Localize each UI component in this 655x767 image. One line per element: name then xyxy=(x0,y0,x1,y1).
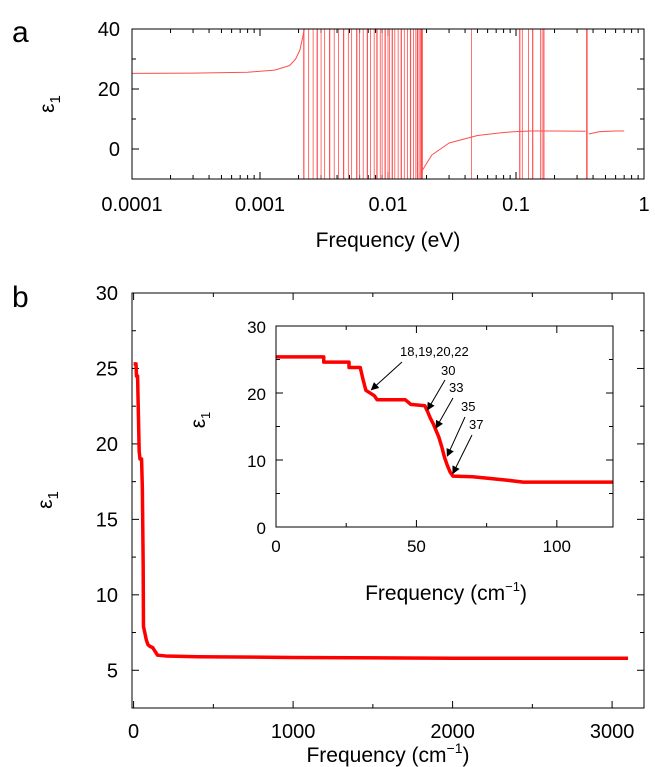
panel-a-tick-labels: 0.0001 0.001 0.01 0.1 1 0 20 40 xyxy=(98,19,650,216)
inset-annotation-label: 35 xyxy=(461,399,475,414)
panel-label-a: a xyxy=(12,16,29,49)
panel-a-curve xyxy=(420,130,586,174)
inset-annotation-arrow xyxy=(446,416,466,457)
inset-series xyxy=(276,355,613,484)
inset-annotations: 18,19,20,22 30 33 35 37 xyxy=(370,344,483,475)
x-tick-label: 0 xyxy=(128,721,139,743)
x-tick-label: 0 xyxy=(271,537,280,556)
x-tick-label: 1000 xyxy=(271,721,316,743)
y-tick-label: 0 xyxy=(257,519,266,538)
panel-b-xlabel: Frequency (cm−1) xyxy=(306,740,469,767)
panel-a-xlabel: Frequency (eV) xyxy=(316,229,461,252)
inset-annotation-arrow xyxy=(435,397,454,429)
inset-ylabel-eps: ε xyxy=(187,419,210,428)
y-tick-label: 20 xyxy=(247,385,266,404)
panel-b-ylabel: ε1 xyxy=(34,491,62,509)
y-tick-label: 40 xyxy=(98,19,120,41)
x-tick-label: 0.0001 xyxy=(101,194,162,216)
x-tick-label: 100 xyxy=(543,537,571,556)
inset-tick-labels: 0 50 100 0 10 20 30 xyxy=(247,318,571,556)
x-tick-label: 0.01 xyxy=(369,194,408,216)
inset-annotation-arrow xyxy=(427,379,446,411)
y-tick-label: 20 xyxy=(96,434,118,456)
panel-a-frame xyxy=(131,28,645,180)
inset-annotation-label: 37 xyxy=(469,417,483,432)
inset-annotation-label: 18,19,20,22 xyxy=(400,344,469,359)
x-tick-label: 50 xyxy=(407,537,426,556)
inset-ylabel-sub: 1 xyxy=(198,412,213,419)
y-tick-label: 10 xyxy=(96,585,118,607)
svg-text:ε1: ε1 xyxy=(187,412,213,429)
panel-a-series xyxy=(132,29,625,179)
panel-b-ylabel-eps: ε xyxy=(34,499,57,508)
y-tick-label: 25 xyxy=(96,358,118,380)
panel-b-ylabel-sub: 1 xyxy=(45,491,62,499)
y-tick-label: 10 xyxy=(247,452,266,471)
panel-a-curve xyxy=(132,29,305,74)
x-tick-label: 0.1 xyxy=(502,194,530,216)
x-tick-label: 2000 xyxy=(430,721,475,743)
y-tick-label: 5 xyxy=(107,660,118,682)
inset-frame xyxy=(275,325,614,528)
y-tick-label: 15 xyxy=(96,509,118,531)
inset-annotation-label: 30 xyxy=(441,363,455,378)
svg-text:ε1: ε1 xyxy=(34,491,62,509)
y-tick-label: 20 xyxy=(98,79,120,101)
inset-annotation-label: 33 xyxy=(449,380,463,395)
x-tick-label: 1 xyxy=(638,194,649,216)
panel-b-series xyxy=(133,362,629,660)
panel-a-curve xyxy=(588,130,625,135)
panel-b-frame xyxy=(131,292,645,709)
panel-a-ylabel-sub: 1 xyxy=(47,95,64,103)
panel-a-ylabel-eps: ε xyxy=(36,103,59,112)
svg-text:ε1: ε1 xyxy=(36,95,64,113)
inset-curve xyxy=(276,355,613,484)
panel-b-curve xyxy=(133,362,629,660)
inset-xlabel: Frequency (cm−1) xyxy=(365,579,527,605)
panel-label-b: b xyxy=(12,281,29,314)
inset-annotation-arrow xyxy=(370,361,403,391)
inset-annotation-arrow xyxy=(452,434,473,475)
inset-ylabel: ε1 xyxy=(187,412,213,429)
y-tick-label: 30 xyxy=(96,283,118,305)
y-tick-label: 30 xyxy=(247,318,266,337)
x-tick-label: 3000 xyxy=(590,721,635,743)
panel-a-ylabel: ε1 xyxy=(36,95,64,113)
panel-b-inset: 0 50 100 0 10 20 30 18,19,20,22 30 33 35 37 Freque… xyxy=(187,318,614,605)
y-tick-label: 0 xyxy=(109,139,120,161)
x-tick-label: 0.001 xyxy=(235,194,285,216)
